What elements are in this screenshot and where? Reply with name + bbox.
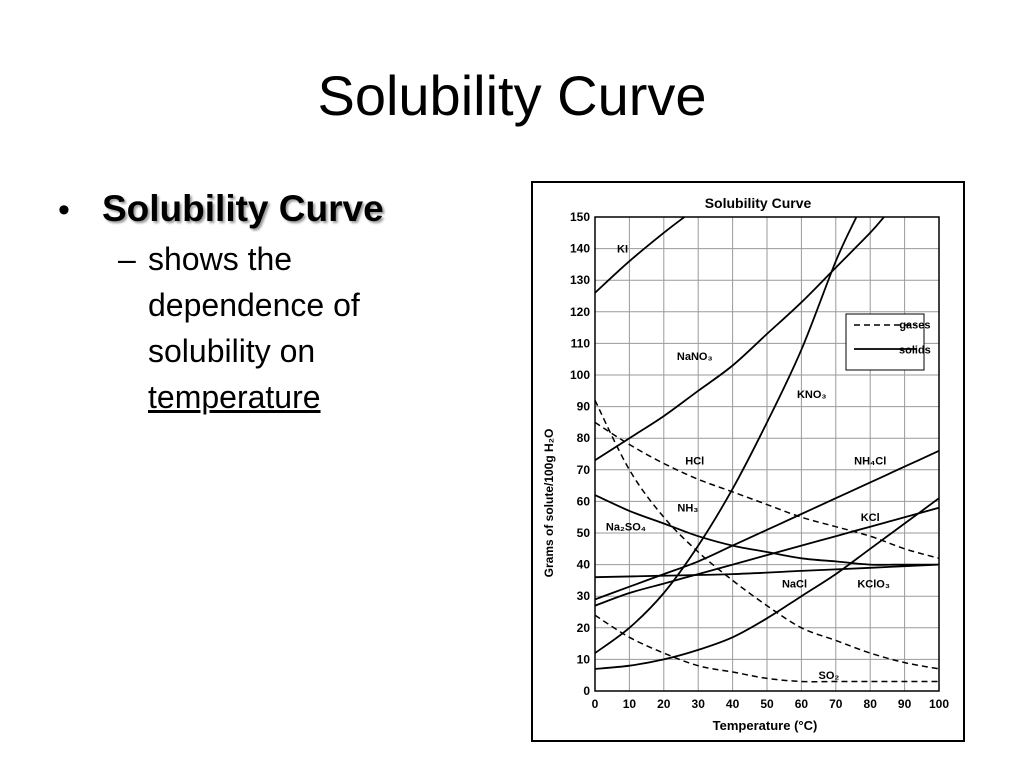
sub-bullet-item: – shows the dependence of solubility on … (118, 236, 498, 420)
plot-area-border (594, 216, 940, 692)
y-tick-label: 90 (577, 400, 591, 414)
y-tick-label: 120 (570, 305, 590, 319)
chart-title: Solubility Curve (705, 195, 812, 211)
label-nacl: NaCl (782, 579, 807, 591)
sub-bullet-text: shows the dependence of solubility on te… (148, 236, 448, 420)
y-tick-label: 140 (570, 242, 590, 256)
label-na-so-: Na₂SO₄ (606, 522, 646, 534)
series-line-ki (594, 216, 685, 294)
label-so-: SO₂ (819, 670, 840, 682)
x-tick-label: 80 (864, 697, 878, 711)
bullet-list: • Solubility Curve – shows the dependenc… (58, 188, 498, 420)
curve-labels: KI NaNO₃ KNO₃ gases solids HCl NH₄Cl NH₃ Na₂SO₄ K… (606, 244, 931, 683)
series-line-nacl (594, 563, 940, 579)
x-tick-label: 30 (692, 697, 706, 711)
y-tick-label: 150 (570, 210, 590, 224)
legend (845, 313, 925, 371)
y-tick-label: 10 (577, 652, 591, 666)
series-line-hcl (594, 421, 940, 560)
y-tick-label: 100 (570, 368, 590, 382)
label-hcl: HCl (685, 455, 704, 467)
y-tick-label: 40 (577, 558, 591, 572)
legend-box (845, 313, 925, 371)
label-nh-cl: NH₄Cl (854, 455, 886, 467)
y-axis-label: Grams of solute/100g H₂O (542, 429, 556, 578)
x-tick-label: 100 (929, 697, 949, 711)
x-tick-label: 70 (829, 697, 843, 711)
x-tick-label: 40 (726, 697, 740, 711)
slide-title: Solubility Curve (317, 64, 707, 127)
series-line-na2so4 (594, 494, 939, 566)
label-kno-: KNO₃ (797, 389, 827, 401)
label-solids: solids (899, 345, 931, 357)
sub-bullet-dash: – (118, 241, 136, 277)
bullet-dot-icon: • (58, 191, 70, 229)
label-nh-: NH₃ (677, 503, 698, 515)
x-axis-label: Temperature (°C) (713, 718, 818, 733)
x-tick-label: 10 (623, 697, 637, 711)
sub-bullet-underlined: temperature (148, 379, 321, 415)
label-kcl: KCl (861, 512, 880, 524)
y-tick-label: 70 (577, 463, 591, 477)
y-tick-label: 110 (571, 336, 591, 350)
bullet-heading: Solubility Curve (102, 188, 384, 229)
x-tick-label: 20 (657, 697, 671, 711)
y-tick-label: 0 (583, 684, 590, 698)
series-line-kno3 (594, 216, 858, 654)
y-tick-label: 80 (577, 431, 591, 445)
x-tick-label: 0 (592, 697, 599, 711)
x-tick-label: 50 (760, 697, 774, 711)
x-tick-label: 90 (898, 697, 912, 711)
label-ki: KI (617, 244, 628, 256)
series-line-so2 (594, 614, 939, 683)
label-kclo-: KClO₃ (857, 579, 890, 591)
sub-bullet-body: shows the dependence of solubility on (148, 241, 360, 369)
series-line-nano3 (594, 216, 885, 462)
series-line-nh4cl (594, 449, 940, 601)
y-tick-label: 30 (577, 589, 591, 603)
y-tick-label: 20 (577, 621, 591, 635)
y-tick-label: 60 (577, 494, 591, 508)
chart-frame: 0 10 20 30 40 50 60 70 80 90 100 0 10 20 30 40 50 60 70 80 9… (531, 181, 965, 742)
solubility-chart: 0 10 20 30 40 50 60 70 80 90 100 0 10 20 30 40 50 60 70 80 9… (542, 195, 949, 733)
tick-labels: 0 10 20 30 40 50 60 70 80 90 100 0 10 20 30 40 50 60 70 80 9… (570, 210, 949, 711)
series-line-kcl (594, 506, 940, 607)
series-line-kclo3 (594, 497, 940, 670)
label-gases: gases (899, 319, 930, 331)
y-tick-label: 130 (570, 273, 590, 287)
y-tick-label: 50 (577, 526, 591, 540)
series-line-nh3 (594, 399, 940, 670)
label-nano-: NaNO₃ (677, 351, 713, 363)
series-curves (594, 216, 940, 683)
x-tick-label: 60 (795, 697, 809, 711)
bullet-item: • Solubility Curve (58, 188, 498, 230)
